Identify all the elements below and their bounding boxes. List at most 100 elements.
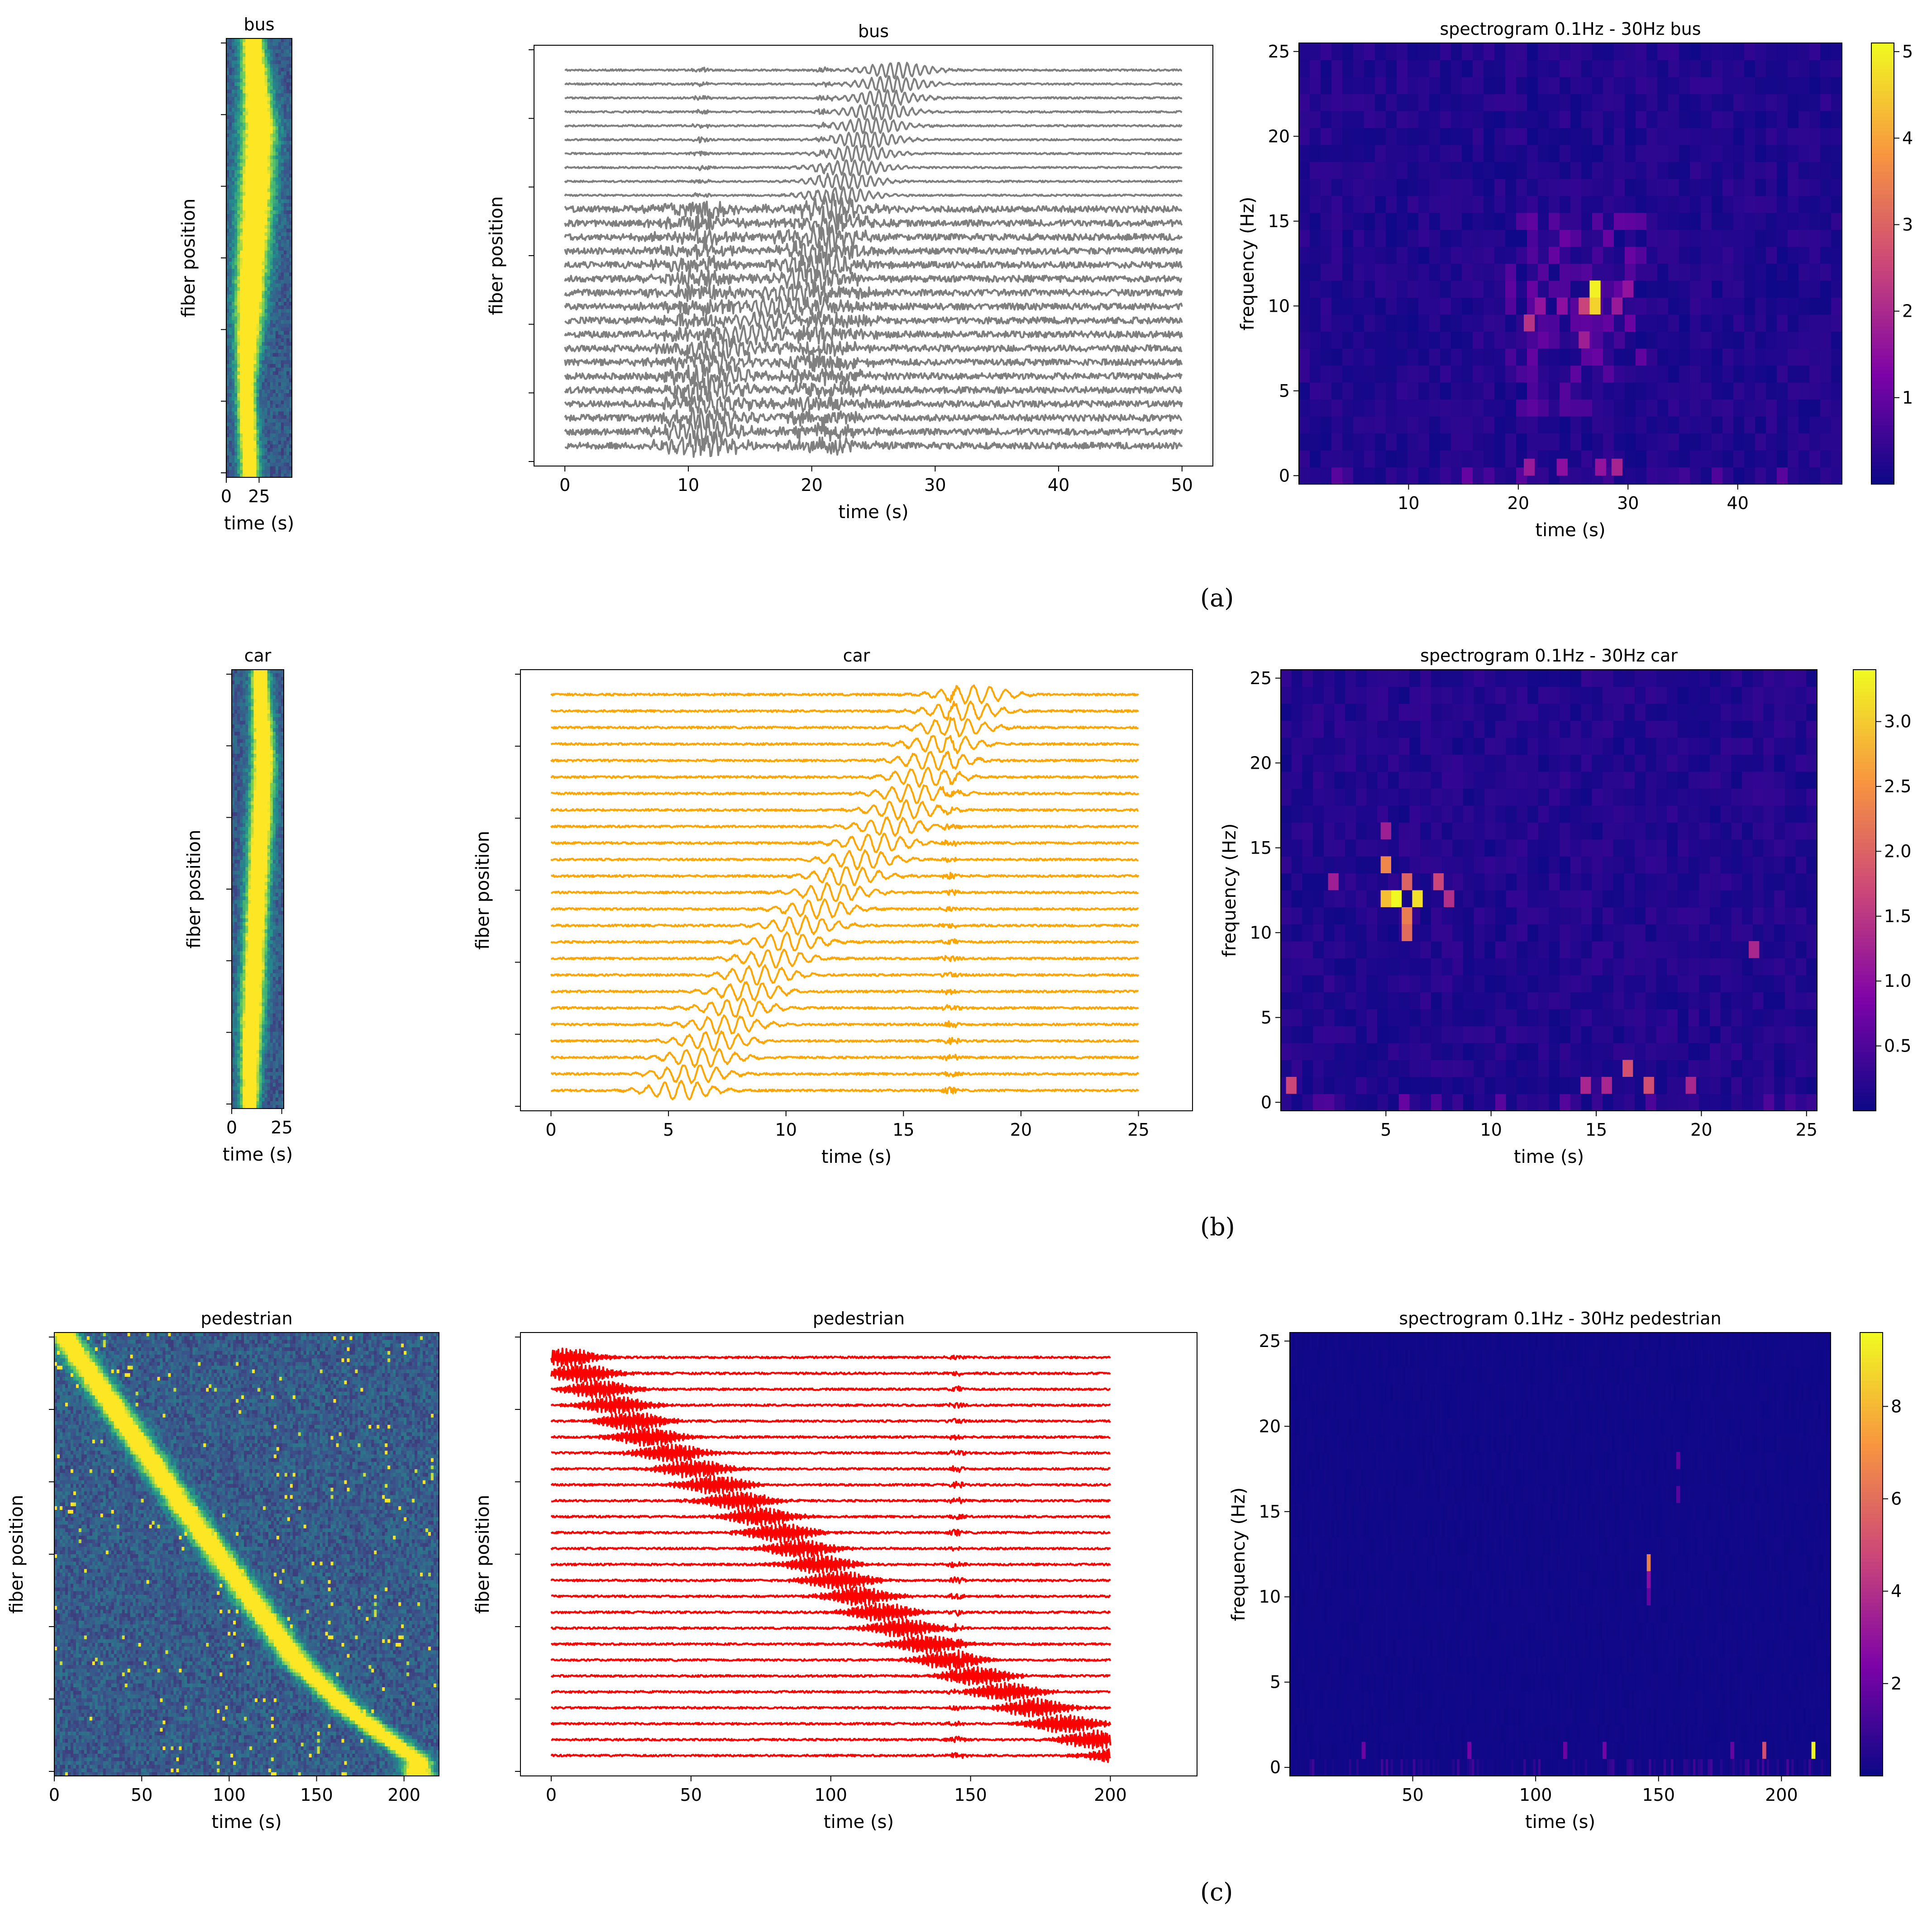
- heatmap-cell: [262, 42, 265, 46]
- heatmap-cell: [240, 71, 243, 76]
- heatmap-cell: [229, 156, 232, 160]
- heatmap-cell: [229, 105, 232, 109]
- heatmap-cell: [265, 137, 268, 141]
- heatmap-cell: [270, 144, 273, 148]
- heatmap-cell: [251, 119, 254, 123]
- heatmap-cell: [253, 38, 257, 43]
- heatmap-cell: [278, 49, 281, 53]
- heatmap-cell: [229, 221, 232, 225]
- heatmap-cell: [265, 100, 268, 105]
- heatmap-cell: [278, 152, 281, 156]
- heatmap-cell: [232, 57, 235, 61]
- heatmap-cell: [248, 42, 251, 46]
- heatmap-cell: [273, 240, 276, 244]
- heatmap-cell: [240, 188, 243, 192]
- heatmap-cell: [267, 148, 271, 152]
- heatmap-cell: [253, 97, 257, 101]
- heatmap-cell: [237, 265, 240, 269]
- heatmap-cell: [240, 221, 243, 225]
- heatmap-cell: [273, 82, 276, 86]
- heatmap-cell: [267, 112, 271, 116]
- heatmap-cell: [251, 188, 254, 192]
- heatmap-cell: [270, 68, 273, 72]
- heatmap-cell: [267, 97, 271, 101]
- heatmap-cell: [256, 236, 259, 240]
- heatmap-cell: [276, 232, 279, 236]
- heatmap-cell: [229, 38, 232, 43]
- heatmap-cell: [265, 203, 268, 207]
- heatmap-cell: [284, 254, 287, 258]
- heatmap-cell: [284, 115, 287, 119]
- heatmap-cell: [273, 119, 276, 123]
- heatmap-cell: [253, 46, 257, 50]
- heatmap-cell: [256, 148, 259, 152]
- heatmap-cell: [276, 236, 279, 240]
- heatmap-cell: [232, 86, 235, 90]
- heatmap-cell: [243, 46, 246, 50]
- heatmap-cell: [276, 152, 279, 156]
- heatmap-cell: [248, 262, 251, 266]
- heatmap-cell: [234, 214, 238, 218]
- heatmap-cell: [253, 130, 257, 134]
- heatmap-cell: [232, 75, 235, 79]
- heatmap-cell: [237, 210, 240, 214]
- heatmap-cell: [281, 90, 284, 94]
- heatmap-cell: [256, 200, 259, 204]
- heatmap-cell: [286, 152, 290, 156]
- heatmap-cell: [248, 82, 251, 86]
- heatmap-cell: [237, 82, 240, 86]
- heatmap-cell: [245, 210, 248, 214]
- heatmap-cell: [229, 42, 232, 46]
- heatmap-cell: [276, 79, 279, 83]
- heatmap-cell: [245, 159, 248, 163]
- heatmap-cell: [245, 254, 248, 258]
- heatmap-cell: [270, 228, 273, 233]
- heatmap-cell: [265, 148, 268, 152]
- heatmap-cell: [278, 100, 281, 105]
- heatmap-cell: [248, 159, 251, 163]
- heatmap-cell: [286, 262, 290, 266]
- heatmap-cell: [245, 112, 248, 116]
- heatmap-cell: [259, 61, 262, 65]
- heatmap-cell: [281, 64, 284, 68]
- heatmap-cell: [259, 86, 262, 90]
- heatmap-cell: [270, 192, 273, 196]
- heatmap-cell: [267, 108, 271, 112]
- heatmap-cell: [256, 79, 259, 83]
- heatmap-cell: [248, 61, 251, 65]
- heatmap-cell: [240, 269, 243, 273]
- heatmap-cell: [251, 251, 254, 255]
- heatmap-cell: [229, 159, 232, 163]
- heatmap-cell: [281, 218, 284, 222]
- heatmap-cell: [232, 262, 235, 266]
- heatmap-cell: [229, 254, 232, 258]
- heatmap-cell: [276, 42, 279, 46]
- heatmap-cell: [243, 64, 246, 68]
- heatmap-cell: [281, 141, 284, 145]
- heatmap-cell: [273, 93, 276, 97]
- heatmap-cell: [270, 49, 273, 53]
- heatmap-cell: [259, 207, 262, 211]
- heatmap-cell: [253, 100, 257, 105]
- heatmap-cell: [262, 64, 265, 68]
- heatmap-cell: [248, 108, 251, 112]
- heatmap-cell: [251, 115, 254, 119]
- heatmap-cell: [286, 71, 290, 76]
- heatmap-cell: [248, 100, 251, 105]
- heatmap-cell: [286, 185, 290, 189]
- heatmap-cell: [276, 207, 279, 211]
- heatmap-cell: [262, 214, 265, 218]
- heatmap-cell: [273, 61, 276, 65]
- heatmap-cell: [267, 243, 271, 247]
- heatmap-cell: [243, 185, 246, 189]
- heatmap-cell: [284, 221, 287, 225]
- heatmap-cell: [284, 203, 287, 207]
- heatmap-cell: [273, 254, 276, 258]
- heatmap-cell: [276, 221, 279, 225]
- heatmap-cell: [253, 262, 257, 266]
- heatmap-cell: [286, 159, 290, 163]
- heatmap-cell: [273, 170, 276, 174]
- heatmap-cell: [243, 38, 246, 43]
- heatmap-cell: [245, 228, 248, 233]
- heatmap-cell: [243, 112, 246, 116]
